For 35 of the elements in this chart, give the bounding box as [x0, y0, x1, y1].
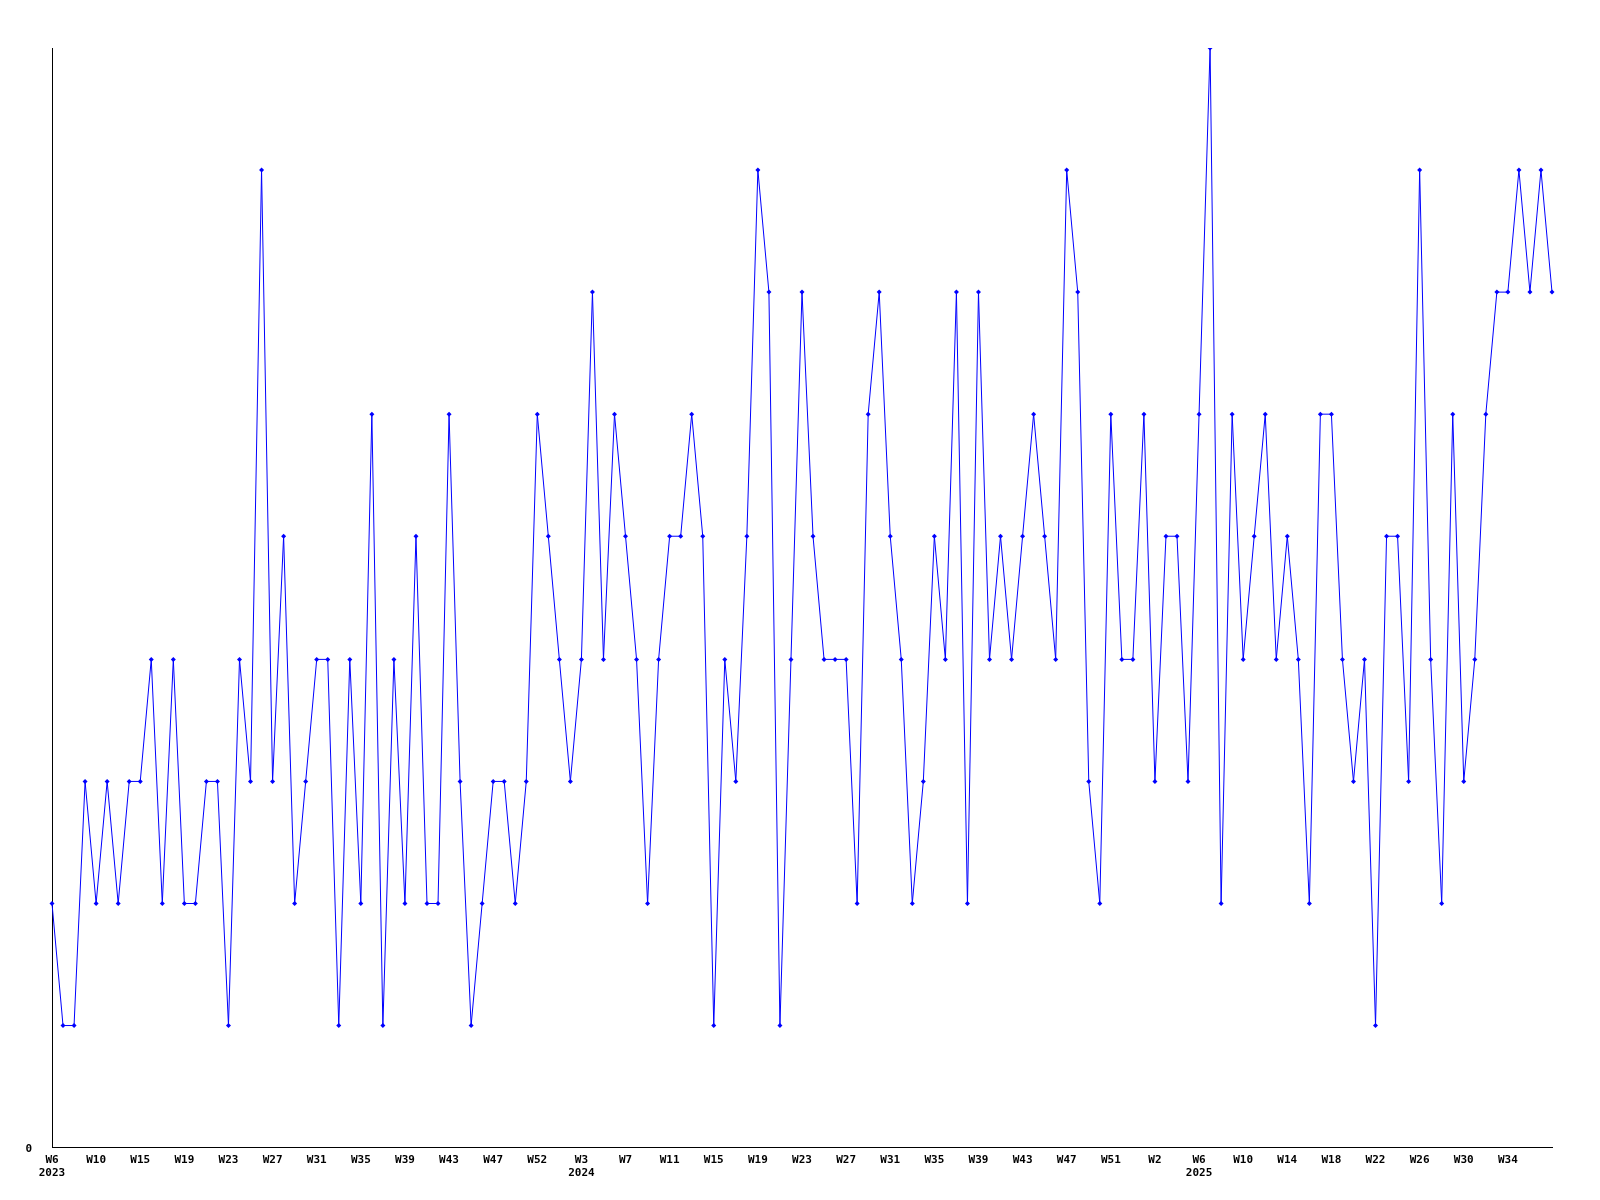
- x-tick-label: W19: [747, 1153, 768, 1167]
- x-tick-label: W47: [483, 1153, 504, 1167]
- x-tick-label: W43: [1012, 1153, 1033, 1167]
- x-tick-label: W14: [1277, 1153, 1298, 1167]
- x-tick-label: W47: [1056, 1153, 1077, 1167]
- x-tick-label: W51: [1100, 1153, 1122, 1167]
- x-tick-label: W35: [924, 1153, 945, 1167]
- x-tick-label: W10: [86, 1153, 107, 1167]
- x-tick-label: W22: [1365, 1153, 1386, 1167]
- x-tick-label: W34: [1497, 1153, 1519, 1167]
- x-tick-label: W3 2024: [568, 1153, 596, 1180]
- x-tick-label: W11: [659, 1153, 680, 1167]
- x-tick-label: W6 2025: [1185, 1153, 1213, 1180]
- text: 0: [25, 1142, 32, 1156]
- x-tick-label: W19: [174, 1153, 195, 1167]
- x-tick-label: W27: [836, 1153, 857, 1167]
- x-tick-label: W26: [1409, 1153, 1430, 1167]
- x-tick-label: W6 2023: [38, 1153, 66, 1180]
- x-tick-label: W23: [792, 1153, 812, 1167]
- x-tick-label: W27: [262, 1153, 283, 1167]
- x-tick-label: W43: [439, 1153, 459, 1167]
- x-tick-label: W35: [350, 1153, 371, 1167]
- x-tick-label: W15: [703, 1153, 724, 1167]
- x-tick-label: W52: [527, 1153, 548, 1167]
- x-tick-label: W15: [130, 1153, 151, 1167]
- x-tick-label: W39: [395, 1153, 415, 1167]
- x-tick-label: W2: [1148, 1153, 1162, 1167]
- x-tick-label: W39: [968, 1153, 989, 1167]
- x-tick-label: W18: [1321, 1153, 1342, 1167]
- x-tick-label: W10: [1233, 1153, 1254, 1167]
- x-tick-label: W31: [880, 1153, 901, 1167]
- x-tick-label: W30: [1453, 1153, 1474, 1167]
- x-tick-label: W23: [218, 1153, 239, 1167]
- x-tick-label: W31: [306, 1153, 328, 1167]
- x-tick-label: W7: [618, 1153, 633, 1167]
